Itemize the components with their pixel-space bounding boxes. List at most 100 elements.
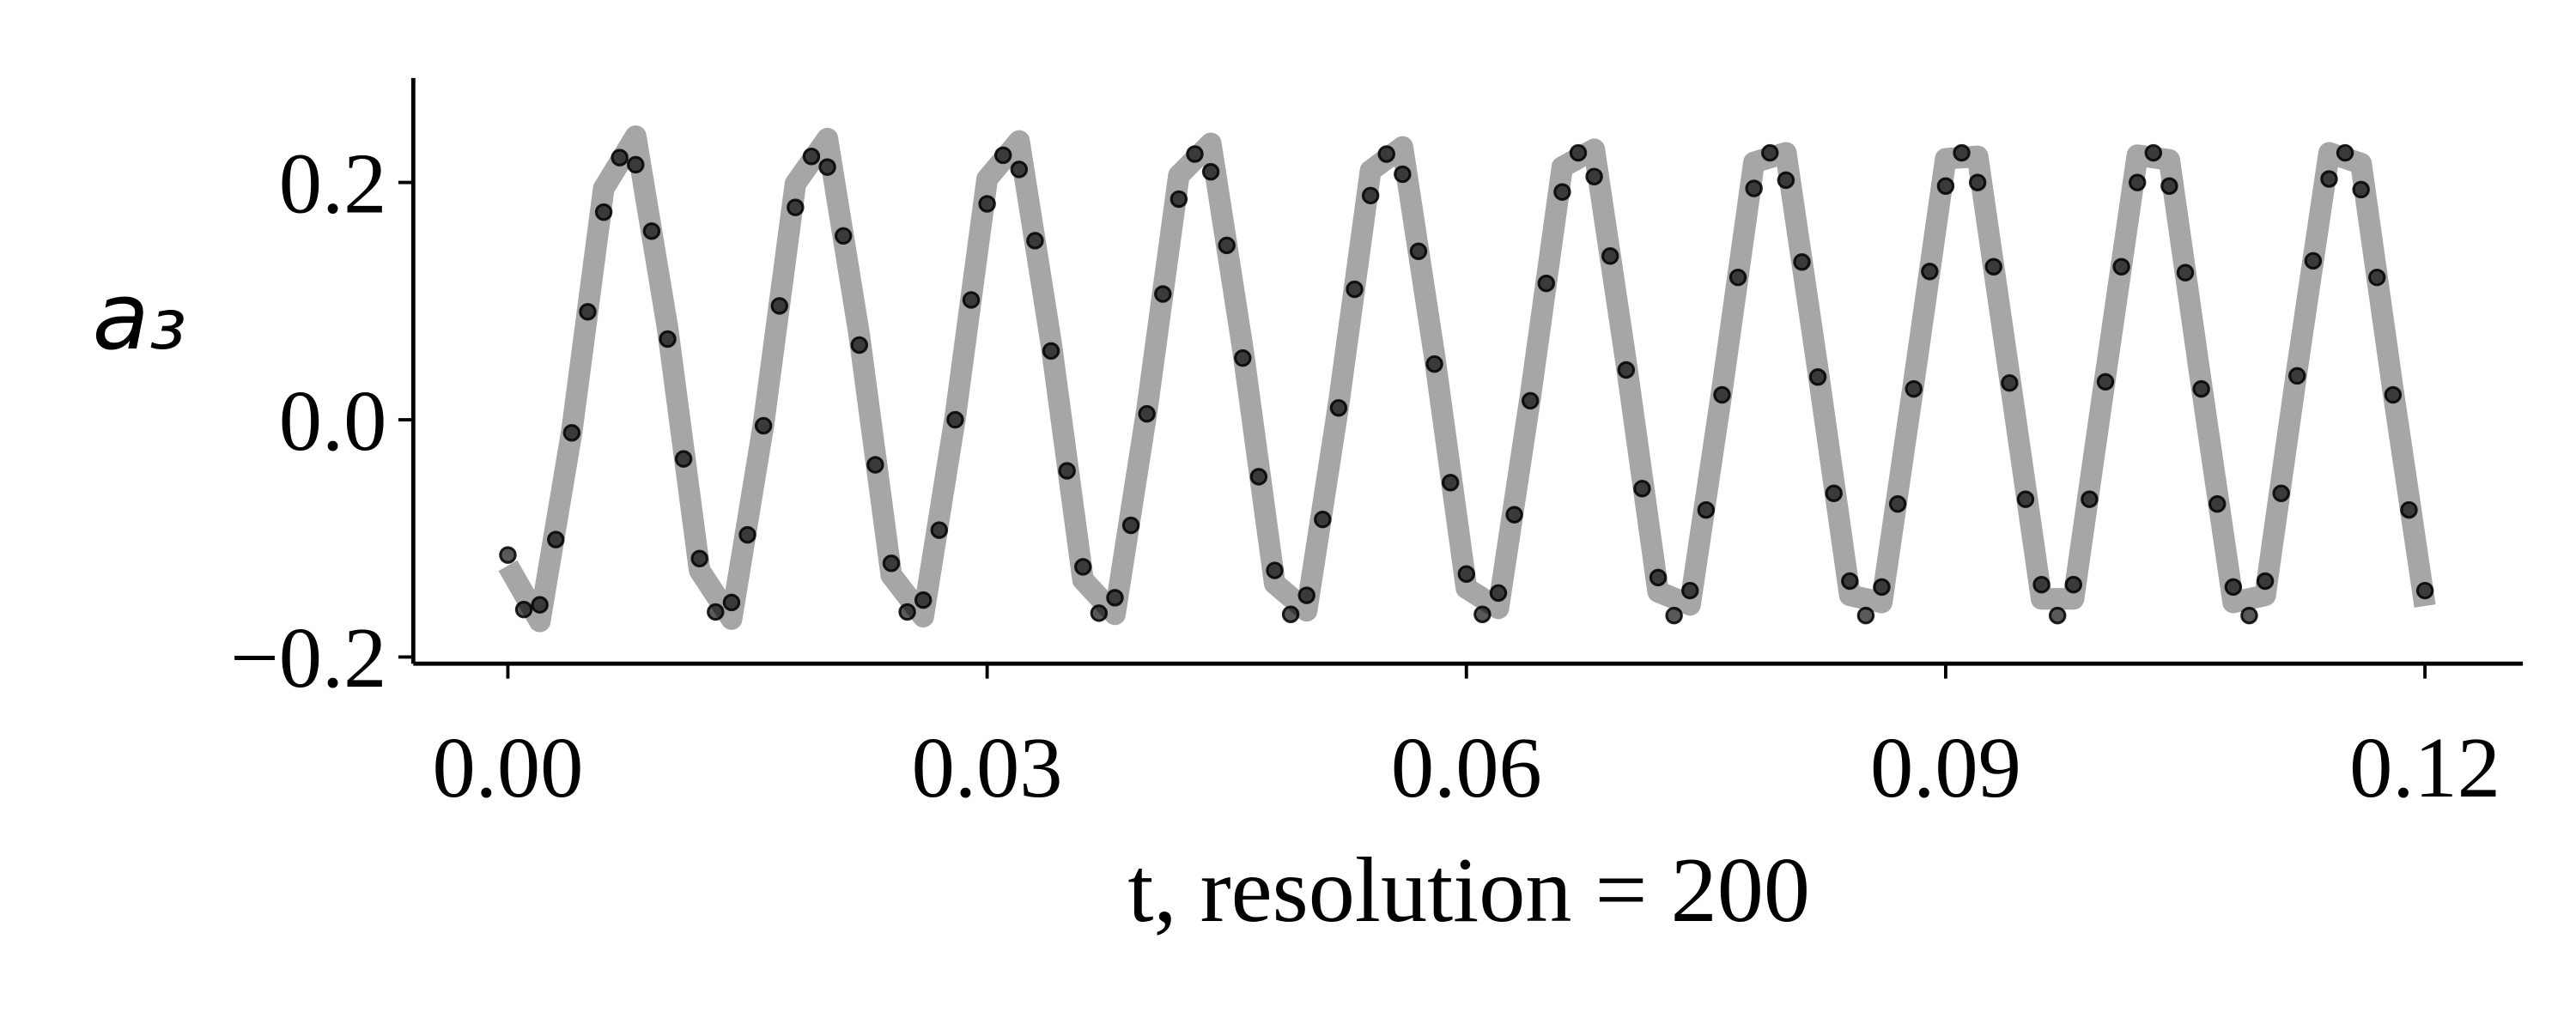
point [2048,606,2067,625]
point [1856,606,1875,625]
point [1553,183,1571,201]
point [1249,468,1268,486]
point [930,521,949,539]
point [2081,490,2099,508]
point [1090,604,1109,622]
point [978,195,996,213]
point [1106,589,1124,607]
point [1793,252,1811,271]
point [642,222,661,240]
point [1281,605,1300,623]
point [1489,584,1508,603]
point [898,603,916,621]
point [1329,398,1348,417]
point [1138,404,1156,423]
point [1633,479,1651,498]
point [1266,561,1284,579]
point [1808,368,1827,386]
point [1346,280,1364,299]
point [547,530,565,548]
point [2415,581,2434,600]
point [1361,186,1380,205]
point [531,596,549,614]
point [690,549,708,567]
point [1697,500,1716,519]
point [1297,586,1315,604]
point [1186,145,1204,163]
point [2288,367,2306,385]
x-axis-label: t, resolution = 200 [1127,839,1810,942]
x-tick-label: 0.06 [1391,719,1542,815]
point [1649,568,1668,587]
point [993,146,1012,165]
point [962,291,981,309]
point [1394,165,1412,184]
point [1841,572,1859,591]
point [1154,285,1172,303]
point [2272,484,2290,502]
point [754,416,773,435]
point [914,591,933,609]
point [1537,274,1556,293]
point [1953,143,1971,162]
point [1905,379,1923,398]
point [2208,494,2227,513]
point [1505,506,1523,524]
point [1026,232,1044,250]
point [674,450,693,468]
y-tick-label: 0.2 [279,135,387,231]
point [2400,500,2418,519]
point [1042,342,1060,360]
point [1218,236,1236,255]
point [2304,251,2323,270]
point [1585,167,1603,185]
point [770,297,788,315]
x-tick-label: 0.03 [912,719,1063,815]
y-axis-label: a₃ [93,263,187,371]
point [2112,258,2130,276]
point [2001,373,2019,392]
point [850,336,869,354]
point [1201,162,1220,181]
point [1984,258,2002,276]
point [2256,572,2275,591]
point [2336,143,2354,162]
point [1441,474,1460,492]
point [2352,180,2370,199]
point [1074,558,1092,576]
point [2240,606,2258,625]
point [2064,575,2083,594]
point [882,554,901,573]
point [562,423,581,442]
point [2224,578,2243,597]
point [1473,605,1492,623]
point [514,600,533,619]
point [2176,264,2195,282]
point [1936,177,1955,196]
point [946,410,964,429]
point [2192,379,2210,398]
point [1234,348,1252,367]
point [1665,606,1683,625]
point [2096,373,2115,391]
y-tick-label: −0.2 [230,609,386,706]
point [1121,516,1140,535]
point [707,603,725,621]
point [659,330,677,348]
point [787,198,805,216]
point [738,525,756,544]
point [2320,170,2338,188]
point [1377,145,1395,163]
x-tick-label: 0.00 [433,719,584,815]
point [2384,385,2403,404]
point [2368,268,2386,287]
y-tick-label: 0.0 [279,373,387,469]
point [1569,143,1588,162]
point [1409,242,1428,261]
x-tick-label: 0.09 [1870,719,2021,815]
point [722,593,741,612]
point [1521,391,1540,410]
point [2128,173,2147,191]
point [627,155,645,174]
point [1713,385,1731,404]
